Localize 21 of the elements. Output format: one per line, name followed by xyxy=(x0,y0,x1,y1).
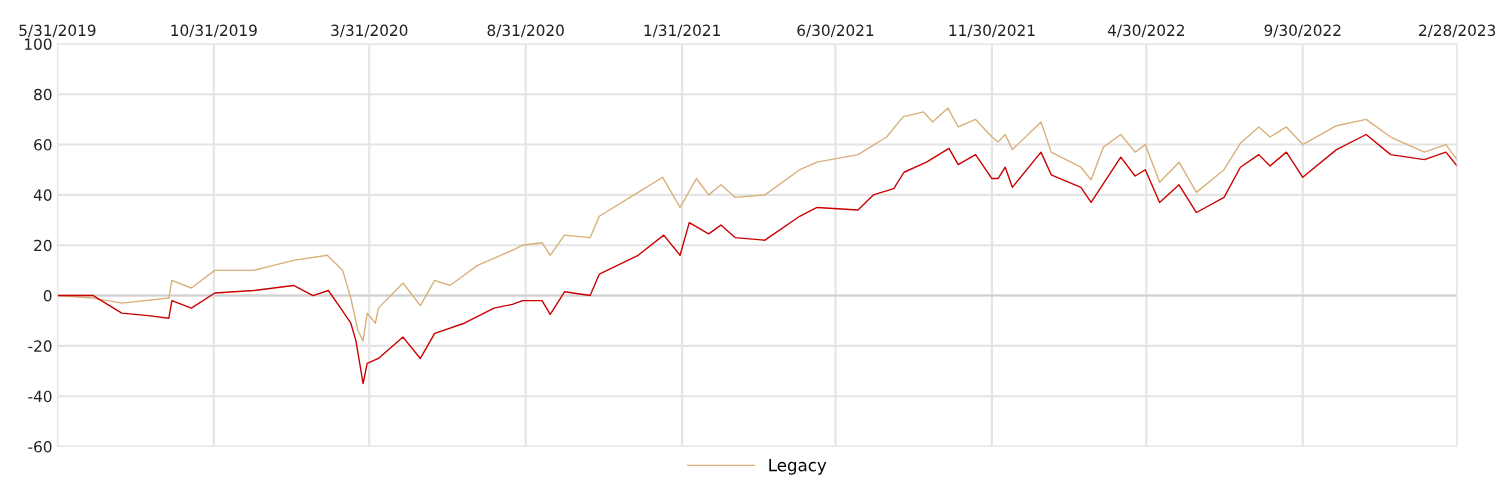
x-tick-label: 2/28/2023 xyxy=(1419,24,1496,38)
y-tick-label: -40 xyxy=(28,390,52,403)
x-tick-label: 9/30/2022 xyxy=(1264,24,1341,38)
x-tick-label: 6/30/2021 xyxy=(797,24,874,38)
y-tick-label: 40 xyxy=(33,189,52,201)
y-tick-label: 80 xyxy=(34,88,52,101)
legend-label: Legacy xyxy=(769,459,827,475)
x-tick-label: 8/31/2020 xyxy=(487,24,564,38)
x-tick-label: 11/30/2021 xyxy=(949,24,1035,38)
x-tick-label: 3/31/2020 xyxy=(331,24,408,38)
x-tick-label: 10/31/2019 xyxy=(171,24,257,38)
x-tick-label: 4/30/2022 xyxy=(1107,24,1184,38)
x-tick-label: 1/31/2021 xyxy=(644,24,720,38)
line-series xyxy=(57,133,1458,385)
y-tick-label: 0 xyxy=(43,290,52,302)
y-tick-label: -20 xyxy=(28,340,52,352)
y-tick-label: 100 xyxy=(25,38,52,50)
y-tick-label: -60 xyxy=(28,440,52,453)
y-tick-label: 20 xyxy=(34,239,52,252)
y-tick-label: 60 xyxy=(34,139,52,151)
x-tick-label: 5/31/2019 xyxy=(19,24,96,38)
